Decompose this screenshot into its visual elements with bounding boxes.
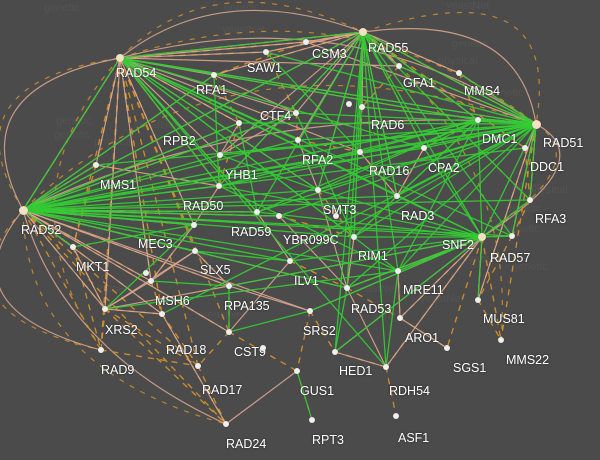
node-x3[interactable] — [260, 345, 266, 351]
svg-text:genetic: genetic — [48, 253, 84, 265]
node-smt3[interactable] — [315, 187, 321, 193]
node-rad9[interactable] — [98, 347, 104, 353]
node-x1[interactable] — [333, 213, 339, 219]
node-slx5[interactable] — [192, 248, 198, 254]
svg-text:genetic: genetic — [44, 2, 80, 14]
node-asf1[interactable] — [393, 413, 399, 419]
node-rfa2[interactable] — [295, 137, 301, 143]
svg-text:yeastNet: yeastNet — [354, 283, 397, 295]
node-mus81[interactable] — [475, 297, 481, 303]
node-csm3[interactable] — [303, 39, 309, 45]
node-mms22[interactable] — [498, 337, 504, 343]
node-msh6[interactable] — [148, 278, 154, 284]
node-cst9[interactable] — [226, 329, 232, 335]
node-rfa1[interactable] — [211, 72, 217, 78]
node-rfa1b[interactable] — [346, 101, 352, 107]
svg-text:genetic: genetic — [56, 115, 92, 127]
node-rad18[interactable] — [159, 311, 165, 317]
node-aro1[interactable] — [397, 315, 403, 321]
node-dmc1[interactable] — [475, 117, 481, 123]
node-rad24[interactable] — [223, 421, 229, 427]
svg-text:genetic: genetic — [100, 283, 136, 295]
node-rfa3[interactable] — [527, 197, 533, 203]
node-mkt1[interactable] — [70, 244, 76, 250]
node-rad55[interactable] — [359, 28, 367, 36]
node-sgs1[interactable] — [444, 345, 450, 351]
node-ddc1[interactable] — [522, 145, 528, 151]
node-rpt3[interactable] — [309, 417, 315, 423]
node-x2[interactable] — [143, 270, 149, 276]
node-rpb2[interactable] — [236, 120, 242, 126]
node-rim1[interactable] — [351, 234, 357, 240]
node-snf2[interactable] — [478, 233, 486, 241]
node-saw1[interactable] — [263, 49, 269, 55]
svg-text:genetic: genetic — [512, 261, 548, 273]
node-rad16[interactable] — [357, 149, 363, 155]
node-rad50[interactable] — [216, 183, 222, 189]
node-cpa2[interactable] — [421, 145, 427, 151]
svg-text:genetic: genetic — [452, 38, 488, 50]
node-rad17[interactable] — [195, 363, 201, 369]
node-rad57[interactable] — [509, 233, 515, 239]
svg-text:genetic: genetic — [54, 129, 90, 141]
node-rad3[interactable] — [394, 193, 400, 199]
node-rdh54[interactable] — [383, 364, 389, 370]
node-rad6[interactable] — [359, 104, 365, 110]
node-mms4[interactable] — [456, 70, 462, 76]
svg-text:yeastNet: yeastNet — [420, 293, 463, 305]
node-yhb1[interactable] — [217, 152, 223, 158]
node-gfa1[interactable] — [396, 63, 402, 69]
svg-text:yeastNet: yeastNet — [468, 253, 511, 265]
node-hed1[interactable] — [332, 349, 338, 355]
node-srs2[interactable] — [307, 308, 313, 314]
node-rad51[interactable] — [531, 119, 541, 129]
node-mms1[interactable] — [93, 162, 99, 168]
node-mre11[interactable] — [395, 268, 401, 274]
node-xrs2[interactable] — [102, 306, 108, 312]
node-rad52[interactable] — [18, 205, 28, 215]
node-rad59[interactable] — [254, 209, 260, 215]
svg-text:yeastNet: yeastNet — [222, 24, 265, 36]
node-ybr099c[interactable] — [276, 213, 282, 219]
svg-text:yeastNet: yeastNet — [134, 119, 177, 131]
node-mec3[interactable] — [191, 222, 197, 228]
node-rpa135[interactable] — [226, 283, 232, 289]
svg-text:genetic: genetic — [512, 181, 548, 193]
svg-text:yeastNet: yeastNet — [202, 309, 245, 321]
node-rad53[interactable] — [344, 285, 350, 291]
node-ilv1[interactable] — [287, 258, 293, 264]
svg-text:physical: physical — [528, 184, 568, 196]
node-ctf4[interactable] — [293, 110, 299, 116]
node-rad54[interactable] — [116, 54, 124, 62]
node-gus1[interactable] — [294, 368, 300, 374]
svg-text:genetic: genetic — [488, 87, 524, 99]
svg-text:physical: physical — [438, 55, 478, 67]
svg-text:yeastNet: yeastNet — [446, 0, 489, 12]
